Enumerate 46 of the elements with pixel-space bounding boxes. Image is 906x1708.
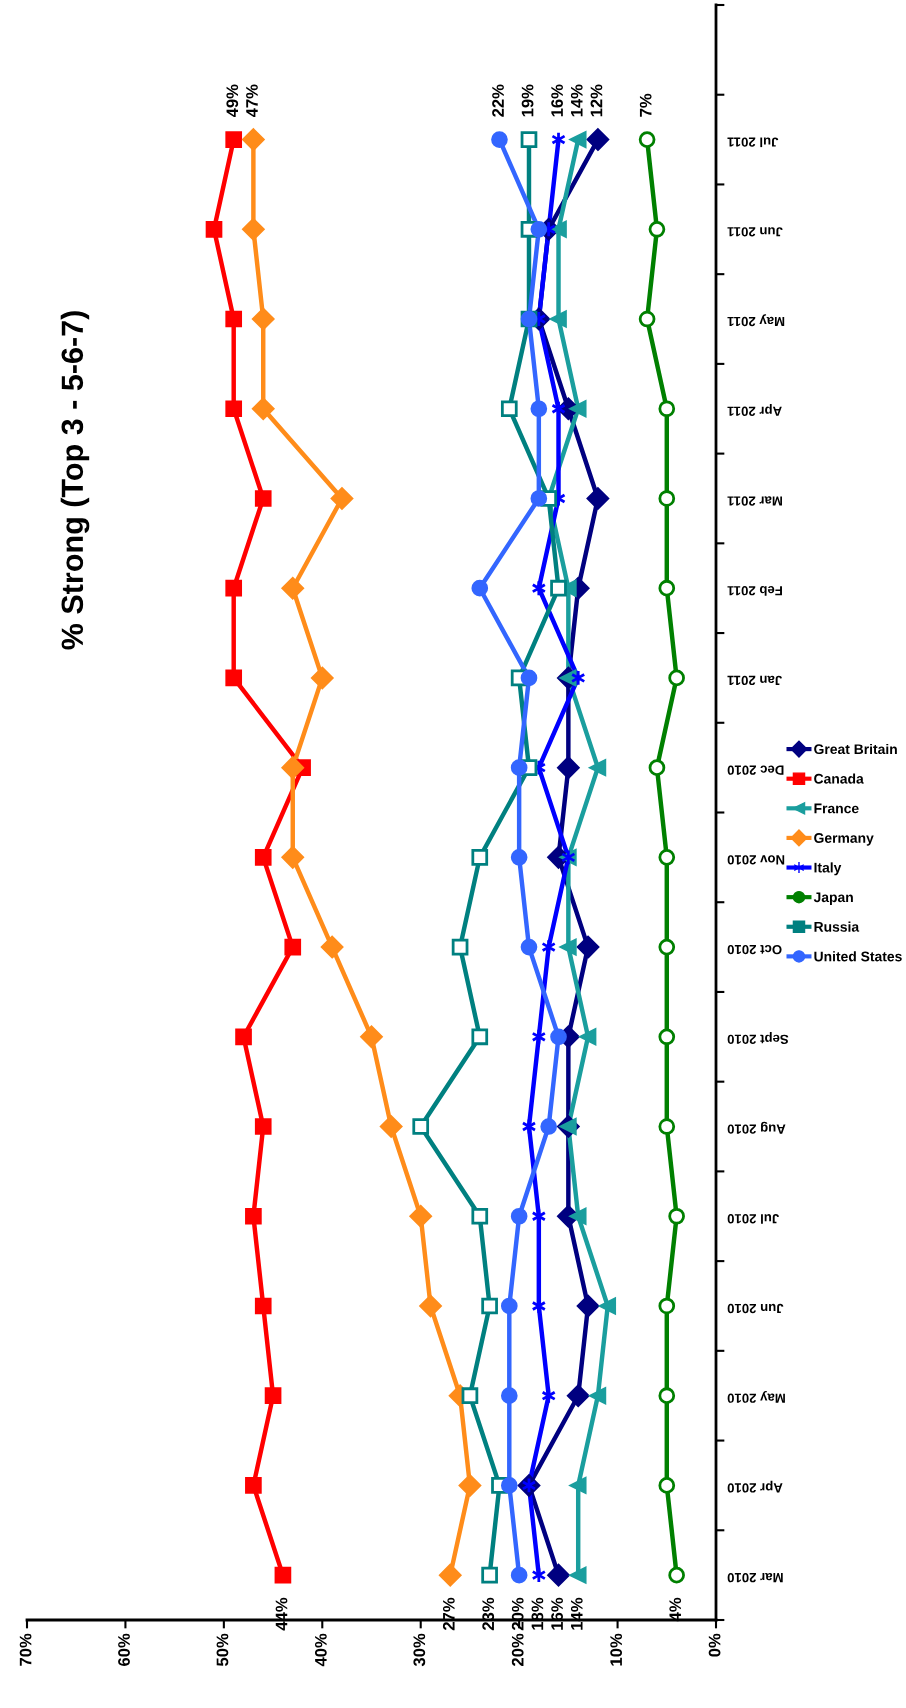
x-tick-label: 40%	[314, 1633, 327, 1667]
x-tick-label: 10%	[610, 1633, 623, 1666]
data-label: 16%	[551, 84, 563, 117]
x-tick-label: 70%	[19, 1633, 32, 1666]
y-tick-label: May 2010	[727, 1390, 785, 1403]
data-label: 23%	[482, 1597, 495, 1631]
y-tick-label: Aug 2010	[727, 1121, 786, 1134]
x-tick-label: 50%	[216, 1633, 229, 1667]
data-label: 12%	[590, 84, 603, 117]
legend-label: Russia	[814, 921, 860, 932]
y-tick-label: Jan 2011	[727, 675, 782, 686]
y-tick-label: Dec 2010	[727, 765, 784, 775]
y-tick-label: Apr 2011	[727, 403, 782, 416]
data-label: 49%	[226, 84, 239, 118]
legend-label: United States	[814, 951, 902, 962]
y-tick-label: Mar 2010	[727, 1572, 783, 1583]
y-tick-label: Feb 2011	[727, 586, 782, 596]
y-tick-label: Mar 2011	[727, 496, 782, 506]
data-label: 22%	[492, 84, 504, 117]
y-tick-label: Oct 2010	[727, 944, 782, 955]
data-label: 14%	[570, 84, 583, 117]
x-tick-label: 0%	[708, 1633, 721, 1657]
legend-label: Italy	[814, 862, 842, 876]
text: % Strong (Top 3 - 5-6-7)	[60, 311, 90, 650]
x-tick-label: 20%	[511, 1633, 524, 1666]
y-tick-label: Jul 2011	[727, 137, 779, 148]
data-label: 7%	[639, 93, 652, 117]
legend-label: Japan	[813, 892, 853, 905]
x-tick-label: 30%	[413, 1633, 426, 1667]
y-tick-label: Jun 2011	[727, 227, 783, 237]
y-tick-label: Apr 2010	[727, 1480, 783, 1493]
y-tick-label: Sept 2010	[727, 1032, 789, 1044]
data-label: 44%	[275, 1597, 288, 1631]
data-label: 27%	[442, 1597, 455, 1631]
y-tick-label: May 2011	[727, 314, 785, 327]
data-label: 14%	[570, 1597, 583, 1630]
legend-label: Great Britain	[814, 743, 897, 755]
legend-label: Germany	[814, 833, 874, 846]
legend-label: Canada	[814, 773, 864, 784]
y-tick-label: Nov 2010	[727, 855, 785, 865]
data-label: 47%	[246, 84, 258, 118]
legend-label: France	[814, 803, 859, 814]
y-tick-label: Jun 2010	[727, 1303, 784, 1314]
y-tick-label: Jul 2010	[727, 1214, 779, 1224]
x-tick-label: 60%	[118, 1633, 130, 1666]
data-label: 19%	[521, 84, 534, 117]
